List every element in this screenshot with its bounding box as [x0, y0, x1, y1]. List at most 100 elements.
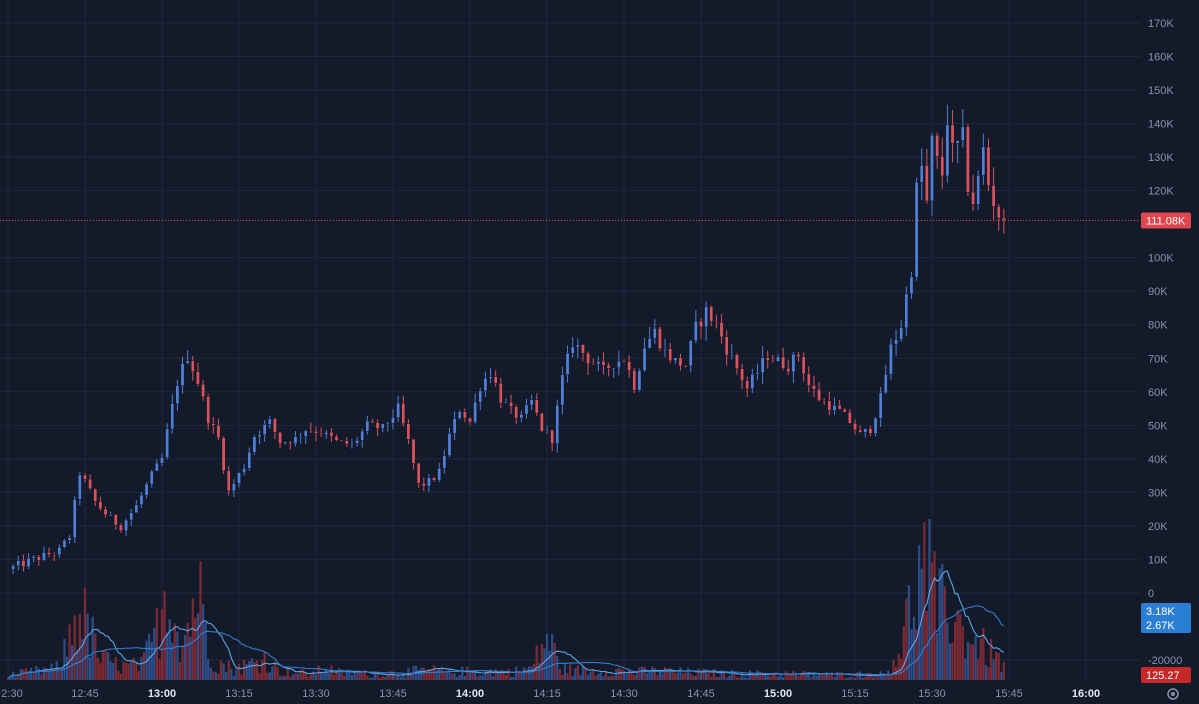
volume-bar: [692, 675, 695, 680]
volume-bar: [607, 676, 610, 680]
volume-bar: [943, 586, 946, 680]
price-axis[interactable]: 170K 160K 150K 140K 130K 120K 100K 90K 80K 70K 60K…: [1148, 18, 1182, 667]
volume-bar: [456, 676, 459, 680]
volume-bar: [658, 671, 662, 680]
candle: [134, 499, 139, 513]
candle: [21, 554, 26, 572]
volume-bar: [6, 678, 10, 680]
candle-body: [1002, 217, 1006, 221]
candle-body: [57, 547, 62, 556]
candle: [807, 366, 811, 393]
candle-body: [786, 368, 791, 372]
volume-bar: [278, 676, 282, 680]
price-tick-label: 30K: [1148, 487, 1168, 499]
candle-body: [26, 557, 31, 567]
volume-bar: [584, 668, 587, 680]
candle: [180, 356, 185, 394]
volume-bar: [276, 666, 279, 680]
candle: [755, 363, 760, 381]
volume-bar: [969, 643, 972, 680]
volume-bar: [322, 673, 325, 680]
volume-bar: [841, 672, 844, 680]
candle: [375, 419, 380, 437]
candle: [216, 418, 221, 441]
volume-bar: [579, 675, 582, 680]
volume-bar: [676, 672, 680, 680]
candle: [909, 271, 914, 299]
volume-bar: [376, 673, 379, 680]
price-tick-label: 90K: [1148, 286, 1168, 298]
price-tick-label: -20000: [1148, 655, 1182, 667]
volume-bar: [155, 607, 158, 680]
candle-body: [889, 343, 893, 375]
candle-body: [673, 357, 678, 361]
volume-bar: [651, 666, 654, 680]
candle-body: [930, 135, 934, 202]
volume-bar: [127, 663, 130, 680]
candle: [416, 463, 421, 488]
volume-bar: [350, 675, 354, 680]
volume-bar: [78, 613, 81, 680]
volume-bar: [540, 644, 543, 680]
candle-body: [499, 383, 503, 404]
volume-bar: [83, 587, 87, 680]
volume-bar: [507, 668, 510, 680]
volume-bar: [884, 675, 887, 680]
settings-gear-icon[interactable]: [1167, 688, 1179, 700]
candle: [160, 453, 164, 466]
candle: [688, 339, 693, 373]
candle: [724, 330, 729, 366]
volume-bar: [982, 627, 985, 680]
volume-bar: [89, 657, 92, 680]
volume-bar: [599, 672, 603, 680]
candle-body: [134, 504, 139, 513]
candle: [406, 419, 411, 445]
volume-last-tag: 125.27: [1141, 667, 1191, 683]
candle: [206, 393, 210, 430]
candle-body: [149, 470, 154, 485]
volume-bar: [101, 650, 105, 680]
candle-body: [586, 352, 590, 364]
volume-bar: [281, 675, 284, 680]
candle-body: [688, 340, 693, 367]
candle: [211, 417, 216, 434]
volume-bar: [340, 669, 343, 680]
candle: [93, 488, 98, 507]
volume-bar: [268, 672, 271, 680]
volume-bar: [112, 662, 115, 680]
price-tick-label: 60K: [1148, 387, 1168, 399]
volume-bar: [807, 671, 810, 680]
volume-bar: [27, 670, 30, 680]
volume-bar: [594, 675, 597, 680]
candle-body: [678, 357, 683, 367]
volume-bar: [243, 659, 246, 680]
candle-body: [622, 360, 626, 363]
candle: [252, 434, 257, 455]
candle: [262, 420, 267, 442]
price-tick-label: 160K: [1148, 52, 1174, 64]
candle: [545, 426, 549, 434]
volume-bar: [302, 669, 305, 680]
candle: [329, 428, 334, 442]
candle-body: [324, 431, 329, 435]
volume-bar: [199, 561, 202, 680]
volume-bar: [502, 670, 505, 680]
volume-bar: [568, 664, 572, 680]
candle-body: [955, 140, 960, 144]
volume-bar: [481, 675, 484, 680]
volume-bar: [725, 677, 728, 680]
axis-tags: 111.08K 3.18K 2.67K 125.27: [1141, 212, 1191, 683]
candle-body: [191, 360, 195, 372]
volume-bar: [284, 676, 287, 680]
candle: [293, 431, 298, 447]
volume-bar: [766, 675, 769, 680]
volume-bar: [656, 674, 659, 680]
grid-lines: [0, 0, 1140, 680]
volume-bar: [674, 672, 677, 680]
volume-bar: [861, 677, 864, 680]
time-axis[interactable]: 2:30 12:45 13:00 13:15 13:30 13:45 14:00 14:15 1…: [1, 688, 1100, 700]
volume-bar: [304, 673, 307, 680]
price-tick-label: 10K: [1148, 554, 1168, 566]
volume-bar: [173, 623, 176, 680]
volume-bar: [32, 673, 35, 680]
